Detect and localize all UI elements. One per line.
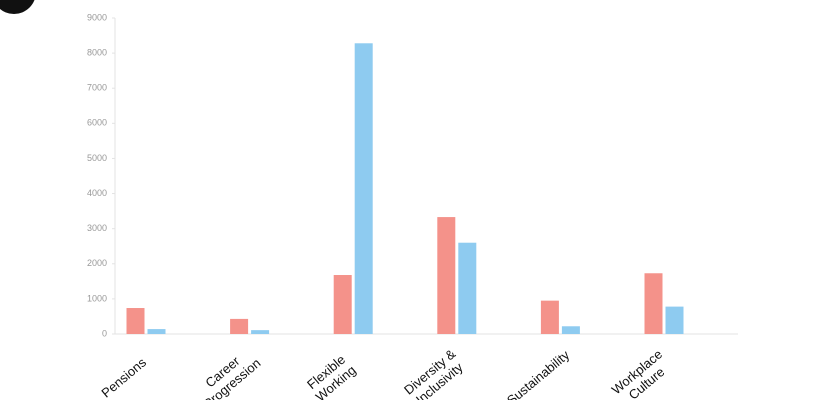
bar	[458, 242, 477, 334]
x-tick-label: Pensions	[98, 354, 149, 400]
bar	[230, 318, 249, 334]
y-tick-label: 0	[102, 328, 107, 338]
bar	[665, 306, 684, 334]
bar	[333, 275, 352, 334]
y-tick-label: 6000	[87, 118, 107, 128]
x-tick-label: FlexibleWorking	[303, 351, 359, 400]
y-tick-label: 2000	[87, 258, 107, 268]
y-tick-label: 8000	[87, 47, 107, 57]
x-tick-label: Sustainability	[504, 347, 573, 400]
bar	[644, 273, 663, 334]
x-tick-label-line: Pensions	[98, 354, 149, 400]
y-tick-label: 4000	[87, 188, 107, 198]
y-tick-label: 3000	[87, 223, 107, 233]
y-tick-label: 9000	[87, 12, 107, 22]
x-tick-label: WorkplaceCulture	[609, 346, 675, 400]
x-tick-label: CareerProgression	[191, 344, 263, 400]
bar	[126, 308, 145, 334]
bar	[437, 217, 456, 334]
y-tick-label: 1000	[87, 293, 107, 303]
bar	[147, 329, 166, 334]
bar	[251, 330, 270, 334]
corner-icon	[0, 0, 35, 14]
bar	[561, 326, 580, 334]
y-tick-label: 7000	[87, 83, 107, 93]
bar	[354, 43, 373, 334]
x-tick-label: Diversity &Inclusivity	[401, 346, 468, 400]
y-tick-label: 5000	[87, 153, 107, 163]
bar	[540, 300, 559, 334]
x-tick-label-line: Sustainability	[504, 347, 573, 400]
